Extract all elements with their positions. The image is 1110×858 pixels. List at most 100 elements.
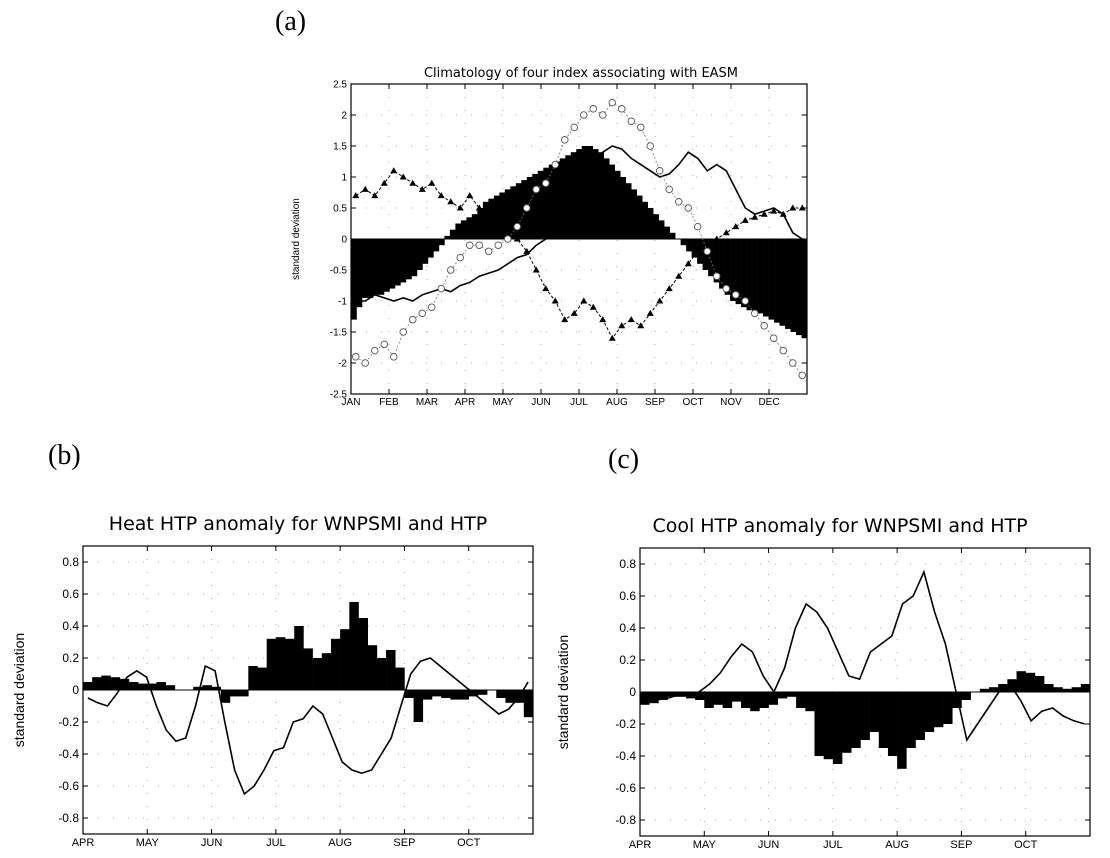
x-tick-label: OCT xyxy=(1014,839,1038,851)
y-tick-label: -0.5 xyxy=(330,266,348,277)
bar xyxy=(785,239,791,329)
triangle-marker xyxy=(675,272,683,279)
x-tick-label: NOV xyxy=(720,397,742,408)
triangle-marker xyxy=(485,210,493,217)
bar xyxy=(915,692,925,740)
bar xyxy=(614,170,621,239)
triangle-marker xyxy=(428,179,436,186)
bar xyxy=(653,214,659,239)
y-tick-label: -0.4 xyxy=(58,747,79,761)
line-series-c-solid xyxy=(645,569,1085,742)
bar xyxy=(211,686,222,690)
circle-marker xyxy=(789,359,797,367)
bar xyxy=(128,682,139,690)
y-tick-label: -0.2 xyxy=(615,717,636,731)
bar xyxy=(389,239,396,289)
circle-marker xyxy=(485,247,493,256)
bar xyxy=(422,239,429,264)
bar xyxy=(477,208,484,239)
circle-marker xyxy=(437,284,446,293)
bar xyxy=(878,692,889,748)
x-tick-label: AUG xyxy=(328,837,352,849)
triangle-marker xyxy=(589,303,597,310)
y-tick-label: -0.6 xyxy=(615,781,636,795)
bar xyxy=(433,239,440,252)
bar xyxy=(266,638,277,690)
bar xyxy=(1062,688,1072,692)
triangle-marker xyxy=(570,309,578,316)
y-tick-label: 0.4 xyxy=(619,621,636,635)
y-tick-label: 0.8 xyxy=(619,557,636,571)
bar xyxy=(713,692,723,705)
triangle-marker xyxy=(466,192,474,199)
circle-marker xyxy=(627,117,636,125)
triangle-marker xyxy=(779,210,787,217)
circle-marker xyxy=(532,185,541,194)
triangle-marker xyxy=(637,322,645,329)
bar xyxy=(340,629,350,690)
x-tick-label: AUG xyxy=(606,397,628,408)
bar xyxy=(768,239,775,320)
y-tick-label: 0 xyxy=(629,685,636,699)
bar-series-c xyxy=(640,671,1091,769)
circle-marker xyxy=(713,272,721,280)
bar xyxy=(796,239,802,336)
circle-marker xyxy=(504,235,512,243)
bar xyxy=(110,677,121,690)
bar xyxy=(649,692,659,704)
bar xyxy=(587,146,594,239)
x-tick-label: MAY xyxy=(136,837,160,849)
y-axis-label-b: standard deviation xyxy=(11,633,27,747)
x-tick-label: MAR xyxy=(416,397,438,408)
bar xyxy=(248,666,258,690)
bar xyxy=(330,638,341,690)
bar xyxy=(523,690,534,718)
bar xyxy=(431,690,442,697)
bar xyxy=(842,692,852,753)
y-tick-label: 0 xyxy=(341,235,347,246)
bar xyxy=(565,155,572,239)
circle-marker xyxy=(361,359,370,367)
bar xyxy=(777,692,788,699)
bar xyxy=(708,239,714,277)
y-tick-label: -2.5 xyxy=(330,390,348,401)
triangle-marker xyxy=(513,235,521,242)
bar xyxy=(349,602,359,690)
y-tick-label: -0.2 xyxy=(58,715,79,729)
triangle-marker xyxy=(599,316,607,323)
bar xyxy=(416,239,423,270)
series-line xyxy=(87,657,529,796)
y-tick-label: -1 xyxy=(338,297,347,308)
y-axis-label-a: standard deviation xyxy=(291,198,302,280)
bar xyxy=(1071,687,1082,692)
circle-marker xyxy=(352,353,360,361)
triangle-marker xyxy=(409,179,417,186)
bar xyxy=(1080,684,1091,692)
circle-marker xyxy=(741,297,750,305)
bar-series-b xyxy=(83,602,534,722)
circle-marker xyxy=(646,142,655,150)
circle-marker xyxy=(656,167,664,175)
y-axis-b: -0.8 -0.6 -0.4 -0.2 0 0.2 0.4 0.6 0.8 xyxy=(58,555,533,825)
bar xyxy=(444,235,451,239)
x-tick-label: MAY xyxy=(493,397,514,408)
bar xyxy=(887,692,898,756)
x-tick-label: APR xyxy=(455,397,476,408)
bar xyxy=(438,239,445,246)
bar xyxy=(294,626,304,690)
y-tick-label: 0.6 xyxy=(62,587,79,601)
bar xyxy=(713,239,720,283)
bar xyxy=(532,173,539,239)
y-axis-c: -0.8 -0.6 -0.4 -0.2 0 0.2 0.4 0.6 0.8 xyxy=(615,557,1090,827)
bar xyxy=(869,692,880,732)
x-tick-label: JUL xyxy=(570,397,588,408)
bar xyxy=(441,690,451,698)
triangle-marker xyxy=(618,322,626,329)
bar xyxy=(394,239,401,286)
triangle-marker xyxy=(722,229,730,236)
bar xyxy=(603,158,610,239)
circle-marker xyxy=(665,185,674,194)
bar xyxy=(257,667,267,690)
bar xyxy=(367,645,378,690)
bar xyxy=(664,226,670,239)
